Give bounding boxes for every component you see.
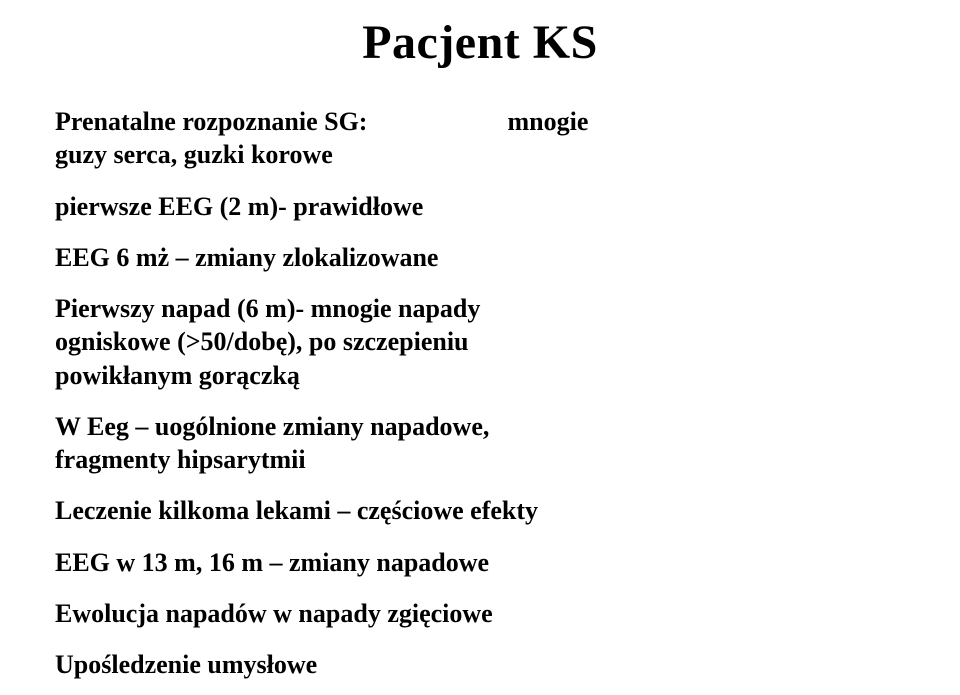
- weeg-l2: fragmenty hipsarytmii: [55, 443, 905, 476]
- first-seizure-l1: Pierwszy napad (6 m)- mnogie napady: [55, 292, 905, 325]
- line-eeg-6mz: EEG 6 mż – zmiany zlokalizowane: [55, 241, 905, 274]
- line-eeg-13-16: EEG w 13 m, 16 m – zmiany napadowe: [55, 546, 905, 579]
- first-seizure-l2: ogniskowe (>50/dobę), po szczepieniu: [55, 325, 905, 358]
- prenatal-left-line2: guzy serca, guzki korowe: [55, 138, 367, 171]
- prenatal-left-line1: Prenatalne rozpoznanie SG:: [55, 105, 367, 138]
- weeg-block: W Eeg – uogólnione zmiany napadowe, frag…: [55, 410, 905, 477]
- prenatal-left: Prenatalne rozpoznanie SG: guzy serca, g…: [55, 105, 367, 172]
- first-seizure-l3: powikłanym gorączką: [55, 359, 905, 392]
- line-evolution: Ewolucja napadów w napady zgięciowe: [55, 597, 905, 630]
- weeg-l1: W Eeg – uogólnione zmiany napadowe,: [55, 410, 905, 443]
- first-seizure-block: Pierwszy napad (6 m)- mnogie napady ogni…: [55, 292, 905, 392]
- line-treatment: Leczenie kilkoma lekami – częściowe efek…: [55, 494, 905, 527]
- slide: Pacjent KS Prenatalne rozpoznanie SG: gu…: [0, 0, 960, 695]
- prenatal-block: Prenatalne rozpoznanie SG: guzy serca, g…: [55, 105, 905, 172]
- line-retardation: Upośledzenie umysłowe: [55, 648, 905, 681]
- prenatal-right: mnogie: [507, 105, 588, 172]
- slide-title: Pacjent KS: [55, 15, 905, 70]
- line-eeg-first: pierwsze EEG (2 m)- prawidłowe: [55, 190, 905, 223]
